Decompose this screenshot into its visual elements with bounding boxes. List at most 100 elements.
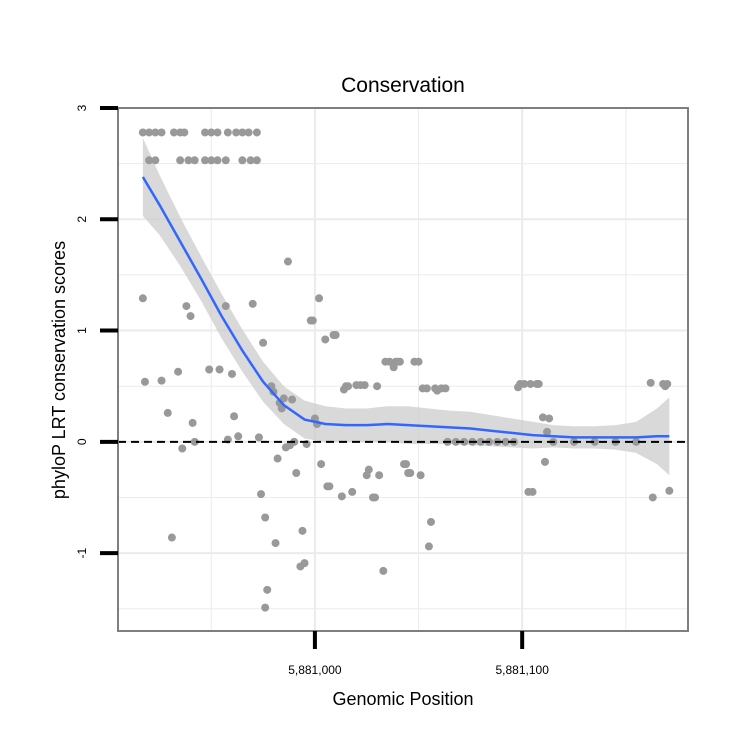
data-point: [476, 437, 485, 446]
data-point: [451, 437, 460, 446]
data-point: [178, 444, 187, 453]
data-point: [182, 302, 191, 311]
data-point: [540, 457, 549, 466]
data-point: [426, 517, 435, 526]
data-point: [138, 294, 147, 303]
y-axis-ticks: -1 0 1 2 3: [75, 104, 118, 558]
data-point: [528, 487, 537, 496]
data-point: [207, 156, 216, 165]
data-point: [344, 382, 353, 391]
data-point: [501, 437, 510, 446]
data-point: [234, 432, 243, 441]
data-point: [283, 257, 292, 266]
x-axis-ticks: 5,881,000 5,881,100: [288, 631, 549, 677]
data-point: [298, 526, 307, 535]
data-point: [254, 433, 263, 442]
data-point: [441, 384, 450, 393]
data-point: [379, 566, 388, 575]
data-point: [215, 365, 224, 374]
plot-frame: [117, 107, 689, 632]
data-point: [151, 128, 160, 137]
data-point: [252, 128, 261, 137]
data-point: [201, 128, 210, 137]
data-point: [190, 156, 199, 165]
data-point: [157, 376, 166, 385]
data-point: [257, 490, 266, 499]
data-point: [279, 394, 288, 403]
data-point: [288, 395, 297, 404]
data-point: [176, 156, 185, 165]
data-point: [238, 156, 247, 165]
data-point: [174, 367, 183, 376]
data-point: [416, 471, 425, 480]
data-point: [315, 294, 324, 303]
data-point: [300, 559, 309, 568]
data-point: [665, 486, 674, 495]
data-point: [375, 471, 384, 480]
data-point: [395, 357, 404, 366]
chart-title: Conservation: [341, 74, 465, 97]
smooth-line-group: [141, 176, 670, 439]
y-tick-label: 3: [75, 104, 89, 111]
data-point: [221, 302, 230, 311]
data-point: [422, 384, 431, 393]
data-point: [273, 454, 282, 463]
data-point: [190, 437, 199, 446]
data-point: [263, 585, 272, 594]
data-point: [317, 460, 326, 469]
data-point: [246, 156, 255, 165]
data-point: [371, 493, 380, 502]
data-point: [520, 379, 529, 388]
data-point: [308, 316, 317, 325]
data-point: [163, 408, 172, 417]
data-point: [414, 357, 423, 366]
data-point: [271, 539, 280, 548]
data-point: [188, 418, 197, 427]
data-point: [261, 513, 270, 522]
x-tick-label: 5,881,100: [495, 663, 549, 677]
data-point: [221, 156, 230, 165]
data-point: [590, 437, 599, 446]
data-point: [321, 335, 330, 344]
data-point: [157, 128, 166, 137]
data-point: [228, 369, 236, 378]
data-point: [348, 487, 357, 496]
data-point: [213, 156, 222, 165]
data-point: [325, 482, 334, 491]
data-point: [207, 128, 216, 137]
x-axis-label: Genomic Position: [332, 689, 473, 709]
data-point: [223, 128, 232, 137]
data-point: [145, 156, 154, 165]
data-point: [460, 437, 469, 446]
data-point: [534, 379, 543, 388]
y-axis-label: phyloP LRT conservation scores: [49, 241, 69, 499]
data-point: [230, 412, 239, 421]
data-point: [385, 357, 394, 366]
data-point: [526, 379, 535, 388]
data-point: [259, 338, 268, 347]
data-point: [140, 377, 149, 386]
data-point: [632, 437, 641, 446]
data-point: [261, 603, 270, 612]
data-point: [205, 365, 214, 374]
data-point: [337, 492, 346, 501]
data-point: [145, 128, 154, 137]
data-point: [213, 128, 222, 137]
data-point: [663, 379, 672, 388]
y-tick-label: 2: [75, 216, 89, 223]
data-point: [545, 414, 554, 423]
data-point: [184, 156, 193, 165]
grid-lines: [118, 107, 688, 631]
data-point: [648, 493, 657, 502]
data-point: [292, 468, 301, 477]
data-point: [373, 382, 382, 391]
data-point: [360, 381, 369, 390]
data-point: [167, 533, 176, 542]
data-point: [244, 128, 253, 137]
y-tick-label: 1: [75, 327, 89, 334]
data-point: [180, 128, 189, 137]
x-tick-label: 5,881,000: [288, 663, 342, 677]
data-point: [331, 331, 340, 340]
data-point: [138, 128, 147, 137]
